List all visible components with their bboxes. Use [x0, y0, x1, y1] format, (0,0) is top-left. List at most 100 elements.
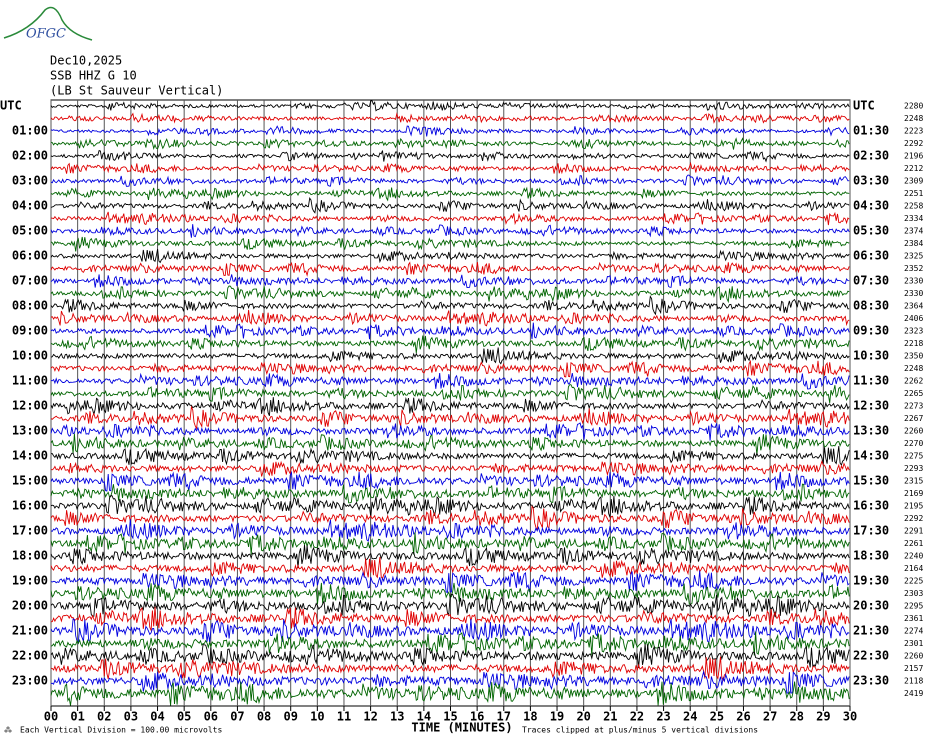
trace: [50, 274, 850, 289]
trace: [50, 545, 850, 569]
trace: [50, 483, 850, 504]
left-time-label: 03:00: [12, 174, 48, 188]
row-value: 2406: [904, 314, 923, 323]
trace: [50, 295, 850, 316]
x-tick-label: 30: [843, 710, 857, 724]
row-value: 2260: [904, 427, 923, 436]
left-time-label: 07:00: [12, 274, 48, 288]
row-value: 2267: [904, 414, 923, 423]
left-time-label: 16:00: [12, 499, 48, 513]
trace: [50, 459, 850, 477]
trace: [50, 532, 850, 555]
row-value: 2303: [904, 589, 923, 598]
trace: [50, 359, 850, 378]
x-tick-label: 25: [710, 710, 724, 724]
right-time-label: UTC: [853, 99, 875, 113]
x-tick-label: 02: [97, 710, 111, 724]
trace: [50, 248, 850, 264]
x-tick-label: 23: [656, 710, 670, 724]
trace: [50, 606, 850, 631]
left-time-label: 19:00: [12, 574, 48, 588]
logo: OFGC: [26, 27, 66, 42]
right-time-label: 15:30: [853, 474, 889, 488]
x-tick-label: 05: [177, 710, 191, 724]
right-time-label: 04:30: [853, 199, 889, 213]
trace: [50, 137, 850, 150]
x-tick-label: 27: [763, 710, 777, 724]
right-time-label: 09:30: [853, 324, 889, 338]
x-tick-label: 07: [230, 710, 244, 724]
left-time-label: 13:00: [12, 424, 48, 438]
row-value: 2301: [904, 639, 923, 648]
right-time-label: 21:30: [853, 624, 889, 638]
right-time-label: 22:30: [853, 649, 889, 663]
row-value: 2195: [904, 502, 923, 511]
row-value: 2352: [904, 264, 923, 273]
x-tick-label: 09: [283, 710, 297, 724]
right-time-label: 01:30: [853, 124, 889, 138]
trace: [50, 236, 850, 252]
x-title: TIME (MINUTES): [411, 721, 512, 735]
left-time-label: 11:00: [12, 374, 48, 388]
right-time-label: 05:30: [853, 224, 889, 238]
trace: [50, 224, 850, 238]
right-time-label: 02:30: [853, 149, 889, 163]
trace: [50, 285, 850, 304]
row-value: 2293: [904, 464, 923, 473]
row-value: 2323: [904, 327, 923, 336]
x-tick-label: 10: [310, 710, 324, 724]
row-value: 2334: [904, 214, 923, 223]
row-value: 2315: [904, 477, 923, 486]
x-tick-label: 20: [576, 710, 590, 724]
left-time-label: 18:00: [12, 549, 48, 563]
x-tick-label: 21: [603, 710, 617, 724]
trace: [50, 372, 850, 390]
row-value: 2384: [904, 239, 923, 248]
row-value: 2273: [904, 402, 923, 411]
x-tick-label: 22: [630, 710, 644, 724]
trace: [50, 631, 850, 656]
trace: [50, 174, 850, 187]
trace: [50, 656, 850, 682]
trace: [50, 519, 850, 542]
row-value: 2364: [904, 302, 923, 311]
trace: [50, 161, 850, 175]
row-value: 2374: [904, 227, 923, 236]
left-time-label: 02:00: [12, 149, 48, 163]
left-time-label: 20:00: [12, 599, 48, 613]
x-tick-label: 24: [683, 710, 697, 724]
trace: [50, 125, 850, 137]
row-value: 2196: [904, 152, 923, 161]
right-time-label: 20:30: [853, 599, 889, 613]
trace: [50, 347, 850, 365]
trace: [50, 186, 850, 202]
row-value: 2218: [904, 339, 923, 348]
trace: [50, 570, 850, 593]
left-time-label: 08:00: [12, 299, 48, 313]
right-time-label: 19:30: [853, 574, 889, 588]
row-value: 2258: [904, 202, 923, 211]
trace: [50, 100, 850, 112]
x-tick-label: 28: [790, 710, 804, 724]
trace: [50, 322, 850, 340]
row-value: 2291: [904, 527, 923, 536]
row-value: 2248: [904, 114, 923, 123]
left-time-label: 06:00: [12, 249, 48, 263]
right-time-label: 14:30: [853, 449, 889, 463]
row-value: 2118: [904, 677, 923, 686]
row-value: 2212: [904, 164, 923, 173]
row-value: 2280: [904, 102, 923, 111]
row-value: 2251: [904, 189, 923, 198]
right-time-label: 23:30: [853, 674, 889, 688]
x-tick-label: 16: [470, 710, 484, 724]
left-time-label: 22:00: [12, 649, 48, 663]
station: SSB HHZ G 10: [50, 69, 137, 83]
trace: [50, 643, 850, 669]
right-time-label: 08:30: [853, 299, 889, 313]
trace: [50, 309, 850, 327]
row-value: 2275: [904, 452, 923, 461]
row-value: 2292: [904, 139, 923, 148]
trace: [50, 681, 850, 706]
row-value: 2350: [904, 352, 923, 361]
